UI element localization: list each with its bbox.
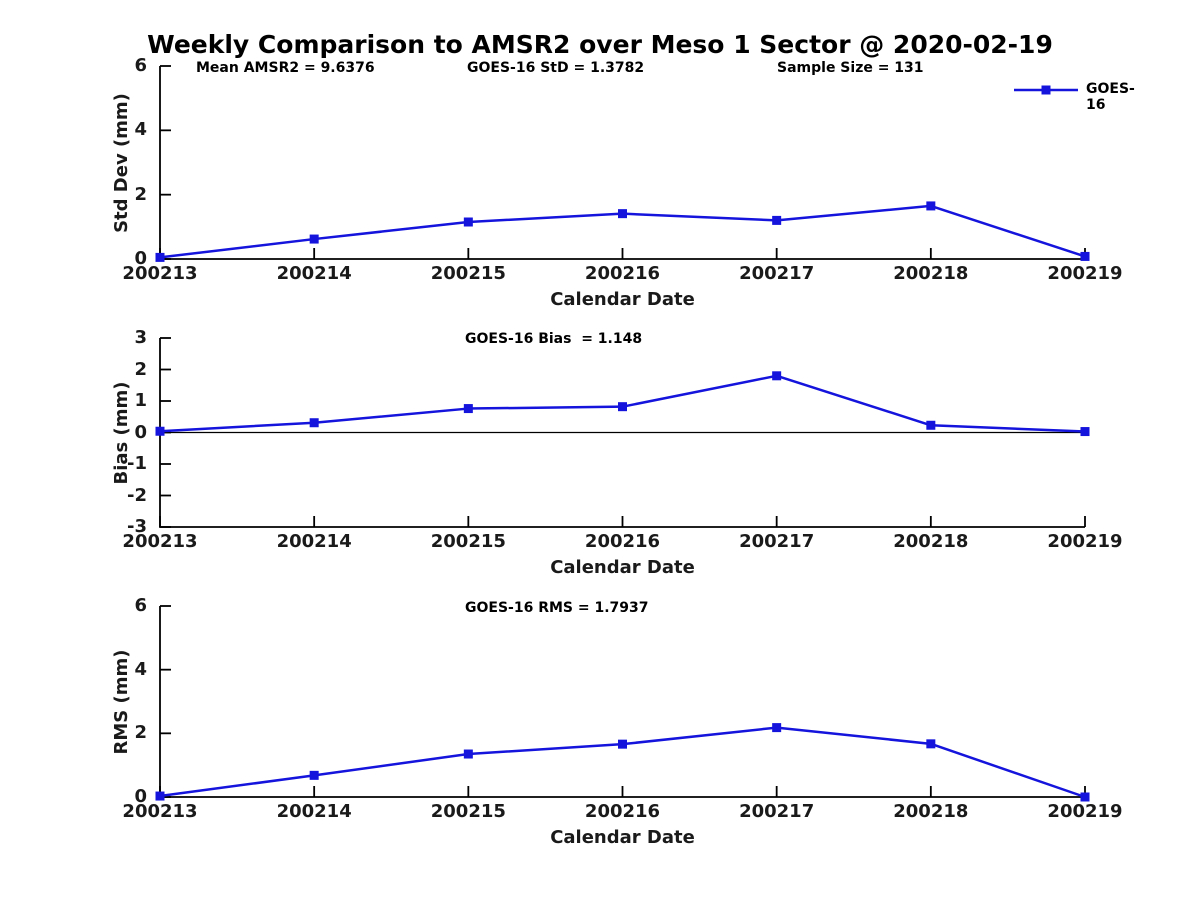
legend-line-icon [1014, 85, 1078, 95]
y-tick-label: 4 [134, 119, 147, 141]
figure-title: Weekly Comparison to AMSR2 over Meso 1 S… [147, 30, 1053, 59]
std-dev-data-point-marker [155, 252, 165, 262]
rms-data-point-marker [463, 749, 473, 759]
std-dev-x-axis-title: Calendar Date [550, 289, 695, 310]
x-tick-label: 200216 [584, 531, 661, 552]
std-dev-data-point-marker [309, 234, 319, 244]
x-tick-label: 200218 [893, 531, 969, 552]
x-tick-label: 200217 [739, 801, 815, 822]
x-tick-label: 200215 [430, 801, 506, 822]
x-tick-label: 200216 [584, 263, 661, 284]
bias-data-point-marker [926, 420, 936, 430]
std-dev-y-axis-title: Std Dev (mm) [111, 92, 132, 233]
y-tick-label: -2 [127, 484, 147, 506]
std-dev-annotation: GOES-16 StD = 1.3782 [467, 60, 645, 76]
x-tick-label: 200217 [739, 263, 815, 284]
bias-x-axis-title: Calendar Date [550, 557, 695, 578]
rms-data-point-marker [618, 739, 627, 749]
x-tick-label: 200213 [122, 263, 198, 284]
rms-y-axis-title: RMS (mm) [111, 649, 132, 754]
x-tick-label: 200216 [584, 801, 661, 822]
rms-data-point-marker [926, 739, 936, 749]
x-tick-label: 200219 [1047, 263, 1123, 284]
rms-data-point-marker [155, 791, 165, 801]
y-tick-label: -3 [127, 516, 147, 537]
rms-x-axis-title: Calendar Date [550, 827, 695, 848]
y-tick-label: 2 [134, 183, 147, 205]
bias-data-point-marker [772, 371, 782, 381]
rms-data-point-marker [1080, 792, 1090, 802]
x-tick-label: 200218 [893, 801, 969, 822]
std-dev-data-point-marker [926, 201, 936, 211]
y-tick-label: -1 [127, 453, 147, 474]
x-tick-label: 200214 [276, 801, 352, 822]
y-tick-label: 3 [134, 327, 147, 348]
x-tick-label: 200215 [430, 531, 506, 552]
x-tick-label: 200213 [122, 801, 198, 822]
x-tick-label: 200214 [276, 531, 352, 552]
y-tick-label: 0 [134, 786, 147, 807]
y-tick-label: 6 [134, 595, 147, 616]
y-tick-label: 2 [134, 722, 147, 744]
x-tick-label: 200213 [122, 531, 198, 552]
std-dev-annotation: Mean AMSR2 = 9.6376 [196, 60, 375, 76]
x-tick-label: 200218 [893, 263, 969, 284]
std-dev-data-point-marker [1080, 251, 1090, 261]
rms-annotation: GOES-16 RMS = 1.7937 [465, 600, 649, 616]
bias-data-point-marker [618, 402, 627, 412]
y-tick-label: 6 [134, 55, 147, 76]
y-tick-label: 0 [134, 421, 147, 443]
rms-data-point-marker [309, 770, 319, 780]
x-tick-label: 200214 [276, 263, 352, 284]
y-tick-label: 1 [134, 390, 147, 411]
std-dev-data-point-marker [463, 217, 473, 227]
y-tick-label: 0 [134, 248, 147, 269]
rms-data-point-marker [772, 723, 782, 733]
x-tick-label: 200215 [430, 263, 506, 284]
y-tick-label: 4 [134, 658, 147, 680]
x-tick-label: 200219 [1047, 801, 1123, 822]
bias-data-point-marker [309, 418, 319, 428]
bias-y-axis-title: Bias (mm) [111, 381, 132, 484]
bias-data-point-marker [1080, 427, 1090, 437]
bias-data-point-marker [155, 426, 165, 436]
bias-data-point-marker [463, 404, 473, 414]
legend-label: GOES-16 [1086, 81, 1135, 113]
std-dev-data-point-marker [772, 215, 782, 225]
std-dev-data-point-marker [618, 209, 627, 219]
bias-annotation: GOES-16 Bias = 1.148 [465, 331, 643, 347]
std-dev-annotation: Sample Size = 131 [777, 60, 924, 76]
y-tick-label: 2 [134, 358, 147, 380]
x-tick-label: 200219 [1047, 531, 1123, 552]
x-tick-label: 200217 [739, 531, 815, 552]
